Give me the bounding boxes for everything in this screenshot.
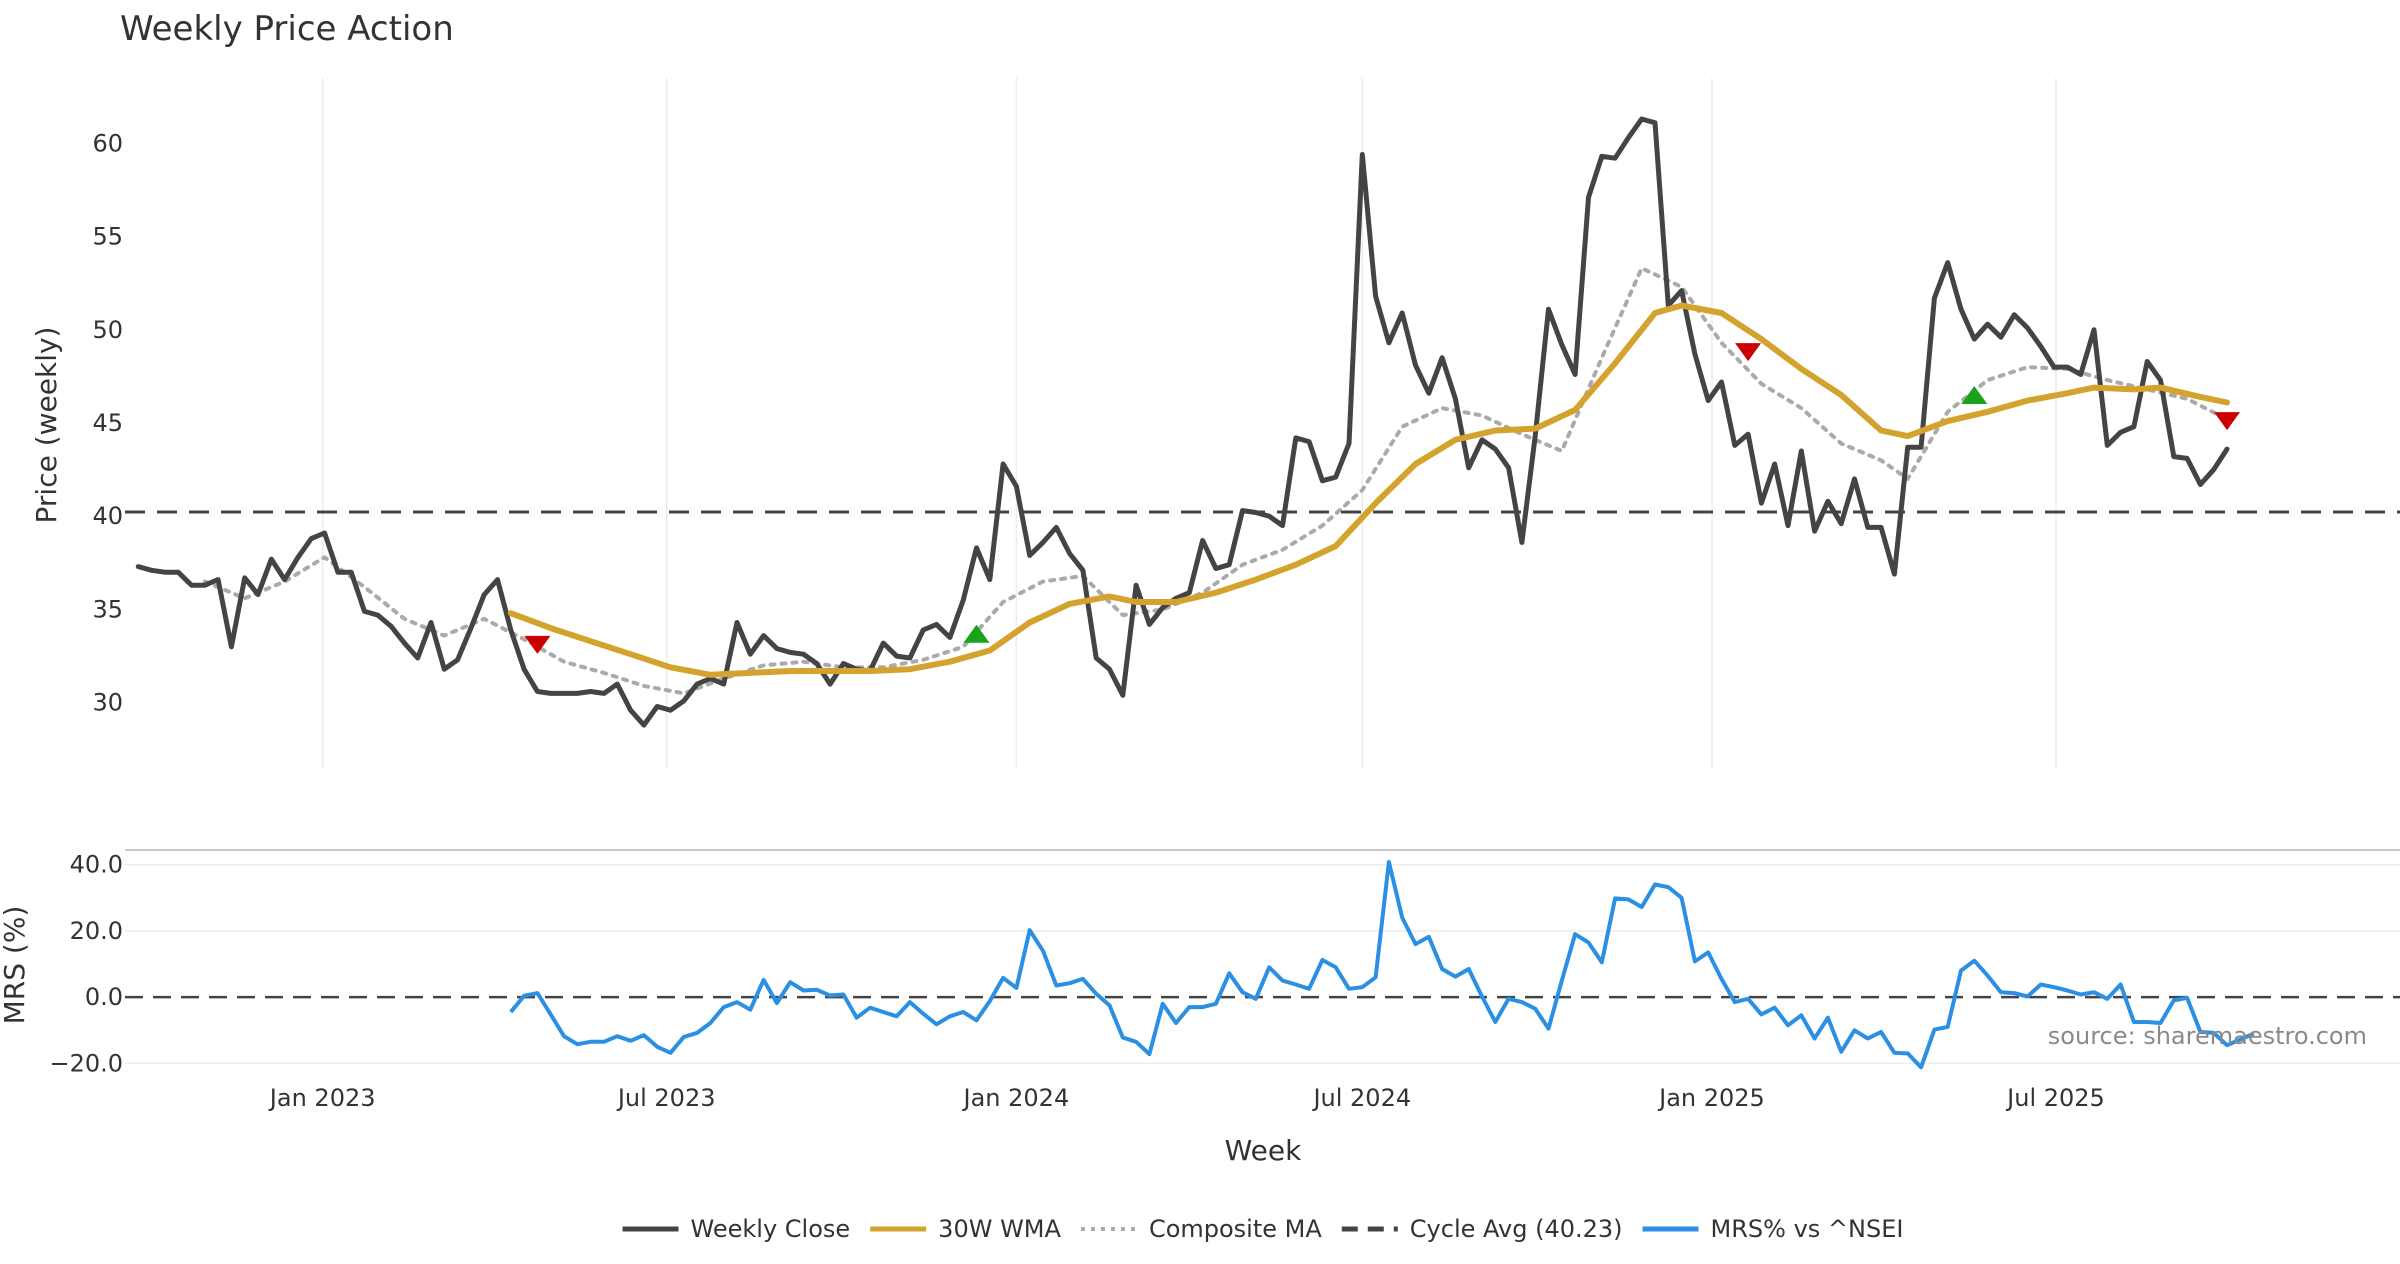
legend-item: MRS% vs ^NSEI [1642,1215,1904,1243]
grid-layer [125,78,2400,1065]
signal-markers-layer [524,343,2241,654]
price-y-tick-label: 60 [92,129,123,157]
legend-label: Cycle Avg (40.23) [1410,1215,1623,1243]
price-y-tick-label: 35 [92,595,123,623]
sell-signal-marker [524,635,551,654]
axes-layer: Jan 2023 Jul 2023 Jan 2024 Jul 2024 Jan 2025… [49,129,2104,1112]
x-axis-label: Week [1225,1134,1302,1167]
x-tick-label: Jul 2024 [1311,1084,1411,1112]
series-line-0 [135,116,2230,728]
sell-signal-marker [2214,412,2241,431]
price-y-tick-label: 55 [92,223,123,251]
price-y-tick-label: 30 [92,689,123,717]
series-line-2 [202,266,2229,696]
buy-signal-marker [1961,386,1988,405]
series-layer [125,116,2400,1070]
mrs-y-tick-label: 40.0 [70,851,123,879]
x-tick-label: Jan 2025 [1657,1084,1765,1112]
sell-signal-marker [1735,343,1762,362]
x-tick-label: Jul 2025 [2005,1084,2105,1112]
legend-label: MRS% vs ^NSEI [1711,1215,1904,1243]
price-y-tick-label: 50 [92,316,123,344]
source-watermark: source: sharemaestro.com [2048,1022,2367,1050]
price-y-tick-label: 40 [92,502,123,530]
mrs-y-axis-label: MRS (%) [0,906,31,1025]
price-y-axis-label: Price (weekly) [30,327,63,524]
legend-label: 30W WMA [938,1215,1061,1243]
legend-item: Composite MA [1080,1215,1322,1243]
buy-signal-marker [963,624,990,643]
series-line-1 [507,302,2230,678]
legend-label: Composite MA [1149,1215,1322,1243]
legend-item: 30W WMA [870,1215,1062,1243]
legend-item: Cycle Avg (40.23) [1341,1215,1623,1243]
x-tick-label: Jan 2024 [962,1084,1070,1112]
mrs-y-tick-label: 20.0 [70,917,123,945]
legend-label: Weekly Close [691,1215,851,1243]
x-tick-label: Jan 2023 [268,1084,376,1112]
chart-title: Weekly Price Action [120,9,454,49]
legend-item: Weekly Close [622,1215,851,1243]
mrs-y-tick-label: −20.0 [49,1049,123,1077]
mrs-y-tick-label: 0.0 [85,983,123,1011]
price-y-tick-label: 45 [92,409,123,437]
mrs-series-line [509,860,2255,1070]
x-tick-label: Jul 2023 [616,1084,716,1112]
legend: Weekly Close 30W WMA Composite MA Cycle Avg… [622,1215,1904,1243]
